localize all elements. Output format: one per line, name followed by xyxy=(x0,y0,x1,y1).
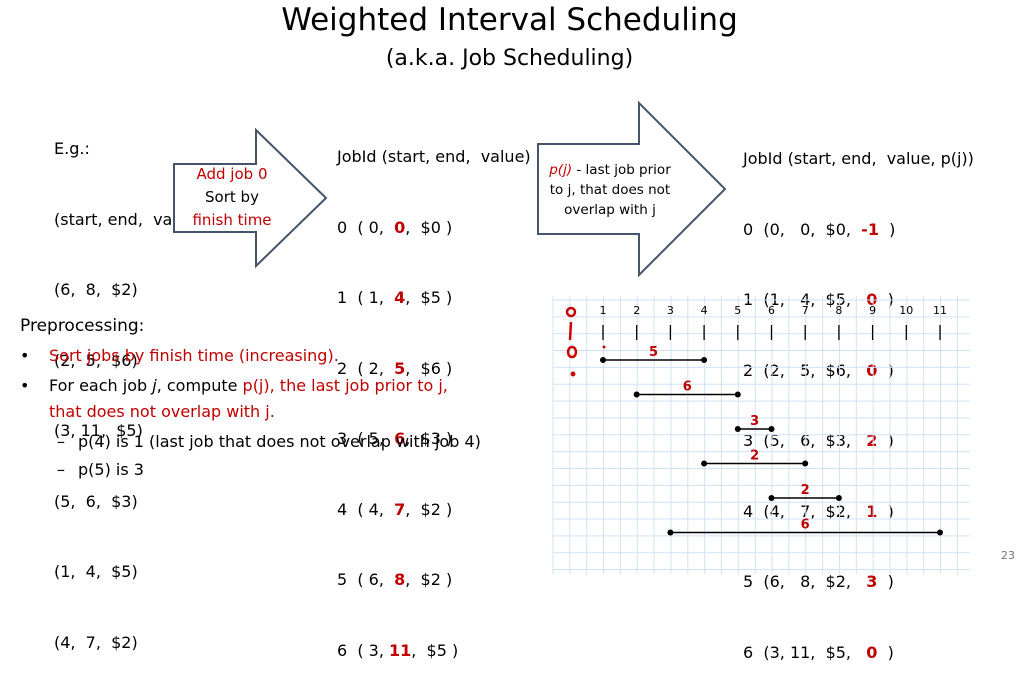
p-value: 0 xyxy=(866,360,878,380)
interval-value-label: 6 xyxy=(801,518,810,533)
interval-endpoint xyxy=(600,357,606,363)
sorted-row: 6 ( 3, 11, $5 ) xyxy=(337,640,459,660)
end-value: 6 xyxy=(394,429,406,448)
pj-arrow-label: p(j) - last job prior to j, that does no… xyxy=(549,162,671,218)
tick-label: 9 xyxy=(869,304,876,317)
tick-label: 7 xyxy=(802,304,809,317)
end-value: 7 xyxy=(394,499,406,519)
interval-endpoint xyxy=(734,426,741,432)
interval-endpoint xyxy=(701,460,708,467)
p-value: -1 xyxy=(861,219,879,239)
interval-endpoint xyxy=(768,495,775,501)
interval-endpoint xyxy=(701,357,708,363)
interval-value-label: 6 xyxy=(683,380,692,395)
sorted-row: 4 ( 4, 7, $2 ) xyxy=(337,499,453,519)
finish-time-label: finish time xyxy=(192,211,272,229)
interval-endpoint xyxy=(835,495,842,501)
sorted-row: 0 ( 0, 0, $0 ) xyxy=(337,217,453,237)
slide-title: Weighted Interval Scheduling xyxy=(281,2,738,38)
tick-label: 5 xyxy=(734,304,741,317)
end-value: 4 xyxy=(394,288,406,307)
tick-label: 10 xyxy=(899,304,913,317)
dash-icon: – xyxy=(57,460,65,479)
sorted-row: 3 ( 5, 6, $3 ) xyxy=(337,429,453,448)
p-value: 1 xyxy=(866,501,878,521)
bullet-icon: • xyxy=(20,376,30,395)
tick-label: 1 xyxy=(600,304,607,317)
example-row: (3, 11, $5) xyxy=(54,421,143,440)
end-value: 5 xyxy=(394,358,406,378)
sub-item-1: – p(4) is 1 (last job that does not over… xyxy=(20,429,540,455)
interval-value-label: 3 xyxy=(750,414,759,429)
example-row: (2, 5, $6) xyxy=(54,350,138,370)
tick-label: 8 xyxy=(835,304,842,317)
tick-label: 3 xyxy=(667,304,674,317)
p-value: 0 xyxy=(866,642,878,662)
result-row: 6 (3, 11, $5, 0 ) xyxy=(743,642,894,662)
result-row: 2 (2, 5, $6, 0 ) xyxy=(743,360,894,380)
end-value: 11 xyxy=(389,640,412,660)
interval-endpoint xyxy=(734,391,741,398)
result-row: 3 (5, 6, $3, 2 ) xyxy=(743,431,894,450)
timeline-grid xyxy=(552,296,970,574)
bullet-item-1: • Sort jobs by finish time (increasing). xyxy=(20,343,540,369)
interval-endpoint xyxy=(667,529,674,536)
example-header: E.g.: xyxy=(54,139,90,158)
add-job-label: Add job 0 xyxy=(196,165,268,183)
timeline-ticks: 1 2 3 4 5 6 7 8 9 10 11 xyxy=(600,304,947,340)
p-value: 3 xyxy=(866,572,878,591)
interval-value-label: 2 xyxy=(750,449,759,464)
page-number: 23 xyxy=(1001,549,1015,562)
ink-annotation xyxy=(565,306,606,377)
tick-label: 11 xyxy=(933,304,947,317)
preprocessing-section: Preprocessing: • Sort jobs by finish tim… xyxy=(20,313,540,483)
example-row: (5, 6, $3) xyxy=(54,491,138,511)
result-row: 4 (4, 7, $2, 1 ) xyxy=(743,501,894,521)
sort-arrow-label: Add job 0 Sort by finish time xyxy=(180,163,284,232)
sorted-header: JobId (start, end, value) xyxy=(337,147,531,166)
preprocessing-heading: Preprocessing: xyxy=(20,316,145,336)
pj-arrow-shape xyxy=(537,100,727,278)
end-value: 8 xyxy=(394,570,406,589)
sort-arrow-shape xyxy=(173,128,328,268)
bullet-item-2: • For each job j, compute p(j), the last… xyxy=(20,373,540,425)
slide-subtitle: (a.k.a. Job Scheduling) xyxy=(385,46,634,71)
interval-endpoint xyxy=(768,426,775,432)
interval-endpoint xyxy=(633,391,640,398)
timeline-intervals: 5 6 3 2 2 6 xyxy=(600,345,943,536)
sorted-row: 5 ( 6, 8, $2 ) xyxy=(337,570,453,589)
dash-icon: – xyxy=(57,432,65,451)
result-row: 0 (0, 0, $0, -1 ) xyxy=(743,219,896,239)
sub-item-2: – p(5) is 3 xyxy=(20,457,540,483)
end-value: 0 xyxy=(394,217,406,237)
interval-value-label: 5 xyxy=(649,345,658,360)
interval-value-label: 2 xyxy=(801,483,810,498)
result-header: JobId (start, end, value, p(j)) xyxy=(743,149,974,168)
pj-term: p(j) xyxy=(549,162,573,178)
tick-label: 6 xyxy=(768,304,775,317)
tick-label: 4 xyxy=(701,304,708,317)
tick-label: 2 xyxy=(633,304,640,317)
sorted-row: 2 ( 2, 5, $6 ) xyxy=(337,358,453,378)
example-row: (4, 7, $2) xyxy=(54,632,138,652)
interval-endpoint xyxy=(937,529,943,536)
sort-by-label: Sort by xyxy=(205,188,259,206)
p-value: 2 xyxy=(866,431,878,450)
sorted-list: JobId (start, end, value) 0 ( 0, 0, $0 )… xyxy=(337,98,531,686)
example-row: (6, 8, $2) xyxy=(54,280,138,299)
interval-endpoint xyxy=(802,460,809,467)
example-row: (1, 4, $5) xyxy=(54,562,138,581)
bullet-icon: • xyxy=(20,346,30,365)
sorted-row: 1 ( 1, 4, $5 ) xyxy=(337,288,453,307)
